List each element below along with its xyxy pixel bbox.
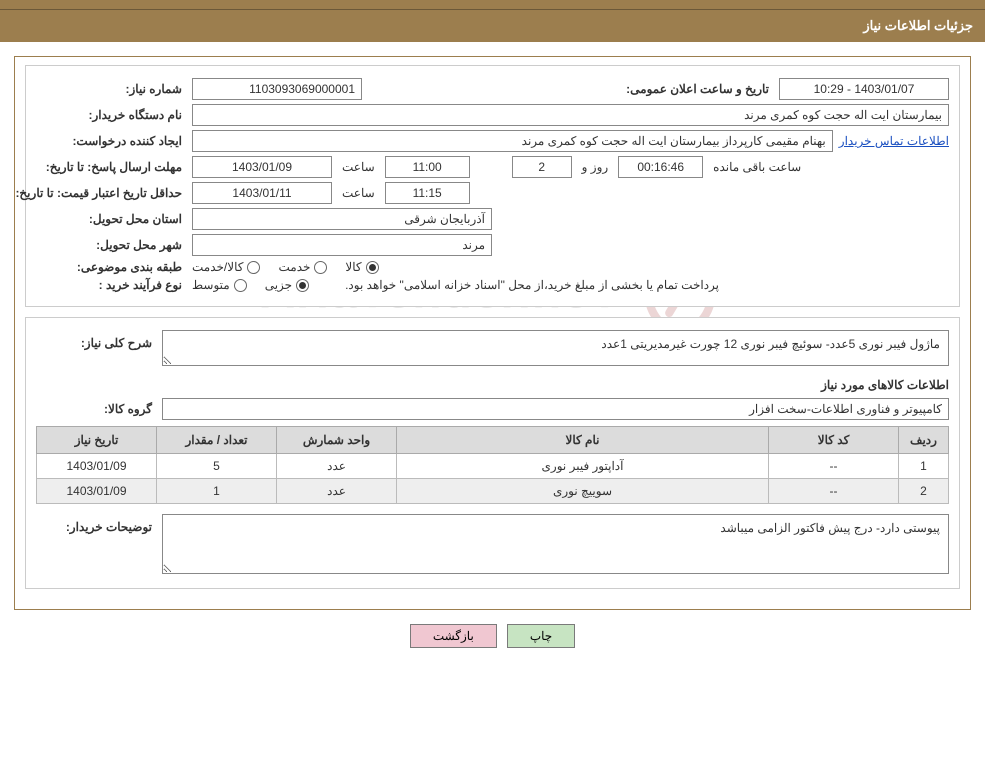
need-number-label: شماره نیاز:	[36, 82, 186, 96]
footer-buttons: چاپ بازگشت	[0, 624, 985, 648]
cell: 1403/01/09	[37, 479, 157, 504]
announce-datetime-value: 1403/01/07 - 10:29	[779, 78, 949, 100]
table-header-row: ردیف کد کالا نام کالا واحد شمارش تعداد /…	[37, 427, 949, 454]
requester-value: بهنام مقیمی کارپرداز بیمارستان ایت اله ح…	[192, 130, 833, 152]
announce-datetime-label: تاریخ و ساعت اعلان عمومی:	[622, 82, 773, 96]
buyer-notes-value: پیوستی دارد- درج پیش فاکتور الزامی میباش…	[162, 514, 949, 574]
print-button[interactable]: چاپ	[507, 624, 575, 648]
buyer-contact-link[interactable]: اطلاعات تماس خریدار	[839, 134, 949, 148]
page-title: جزئیات اطلاعات نیاز	[863, 18, 973, 33]
col-index: ردیف	[899, 427, 949, 454]
delivery-city-value: مرند	[192, 234, 492, 256]
cell: 1	[157, 479, 277, 504]
delivery-province-label: استان محل تحویل:	[36, 212, 186, 226]
reply-deadline-label: مهلت ارسال پاسخ: تا تاریخ:	[36, 160, 186, 174]
cell: 2	[899, 479, 949, 504]
delivery-province-value: آذربایجان شرقی	[192, 208, 492, 230]
need-info-section: شماره نیاز: 1103093069000001 تاریخ و ساع…	[25, 65, 960, 307]
cell: --	[769, 454, 899, 479]
cell: عدد	[277, 454, 397, 479]
radio-medium[interactable]	[234, 279, 247, 292]
classification-label: طبقه بندی موضوعی:	[36, 260, 186, 274]
main-container: AriaTender.neT شماره نیاز: 1103093069000…	[14, 56, 971, 610]
cell: سوییچ نوری	[397, 479, 769, 504]
radio-goods-service-label: کالا/خدمت	[192, 260, 243, 274]
price-validity-date-value: 1403/01/11	[192, 182, 332, 204]
cell: 1403/01/09	[37, 454, 157, 479]
buyer-org-value: بیمارستان ایت اله حجت کوه کمری مرند	[192, 104, 949, 126]
price-validity-time-value: 11:15	[385, 182, 470, 204]
radio-goods[interactable]	[366, 261, 379, 274]
cell: --	[769, 479, 899, 504]
col-unit: واحد شمارش	[277, 427, 397, 454]
cell: عدد	[277, 479, 397, 504]
items-table: ردیف کد کالا نام کالا واحد شمارش تعداد /…	[36, 426, 949, 504]
page-title-bar: جزئیات اطلاعات نیاز	[0, 10, 985, 42]
requester-label: ایجاد کننده درخواست:	[36, 134, 186, 148]
overall-desc-value: ماژول فیبر نوری 5عدد- سوئیچ فیبر نوری 12…	[162, 330, 949, 366]
goods-group-value: کامپیوتر و فناوری اطلاعات-سخت افزار	[162, 398, 949, 420]
purchase-type-label: نوع فرآیند خرید :	[36, 278, 186, 292]
col-date: تاریخ نیاز	[37, 427, 157, 454]
overall-desc-label: شرح کلی نیاز:	[36, 330, 156, 350]
time-word-2: ساعت	[338, 186, 379, 200]
reply-time-value: 11:00	[385, 156, 470, 178]
reply-date-value: 1403/01/09	[192, 156, 332, 178]
top-accent-bar	[0, 0, 985, 10]
time-remaining-label: ساعت باقی مانده	[709, 160, 805, 174]
cell: آداپتور فیبر نوری	[397, 454, 769, 479]
buyer-org-label: نام دستگاه خریدار:	[36, 108, 186, 122]
radio-goods-service[interactable]	[247, 261, 260, 274]
radio-service-label: خدمت	[278, 260, 310, 274]
col-qty: تعداد / مقدار	[157, 427, 277, 454]
radio-goods-label: کالا	[345, 260, 361, 274]
goods-group-label: گروه کالا:	[36, 402, 156, 416]
days-and-word: روز و	[578, 160, 613, 174]
radio-medium-label: متوسط	[192, 278, 230, 292]
countdown-value: 00:16:46	[618, 156, 703, 178]
radio-partial-label: جزیی	[265, 278, 292, 292]
table-row: 2 -- سوییچ نوری عدد 1 1403/01/09	[37, 479, 949, 504]
cell: 5	[157, 454, 277, 479]
need-number-value: 1103093069000001	[192, 78, 362, 100]
time-word-1: ساعت	[338, 160, 379, 174]
price-validity-label: حداقل تاریخ اعتبار قیمت: تا تاریخ:	[36, 186, 186, 200]
col-code: کد کالا	[769, 427, 899, 454]
buyer-notes-label: توضیحات خریدار:	[36, 514, 156, 534]
col-name: نام کالا	[397, 427, 769, 454]
radio-partial[interactable]	[296, 279, 309, 292]
radio-service[interactable]	[314, 261, 327, 274]
purchase-type-radio-group: جزیی متوسط	[192, 278, 309, 292]
table-row: 1 -- آداپتور فیبر نوری عدد 5 1403/01/09	[37, 454, 949, 479]
days-left-value: 2	[512, 156, 572, 178]
cell: 1	[899, 454, 949, 479]
items-section: شرح کلی نیاز: ماژول فیبر نوری 5عدد- سوئی…	[25, 317, 960, 589]
back-button[interactable]: بازگشت	[410, 624, 497, 648]
payment-note: پرداخت تمام یا بخشی از مبلغ خرید،از محل …	[341, 278, 723, 292]
items-heading: اطلاعات کالاهای مورد نیاز	[36, 378, 949, 392]
delivery-city-label: شهر محل تحویل:	[36, 238, 186, 252]
classification-radio-group: کالا خدمت کالا/خدمت	[192, 260, 379, 274]
